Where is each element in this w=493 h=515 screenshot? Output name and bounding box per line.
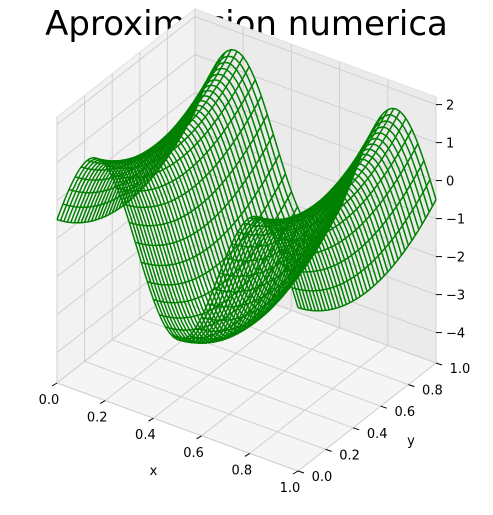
- wire-col: [207, 195, 347, 308]
- gridline-z: [56, 16, 437, 125]
- wire-col: [255, 108, 395, 221]
- wire-col: [267, 118, 407, 231]
- z-tick-label: 0: [446, 175, 454, 190]
- axis-panes: [55, 7, 438, 472]
- x-tick: [99, 400, 106, 405]
- wire-col: [225, 149, 365, 262]
- wire-col: [153, 191, 293, 304]
- wire-col: [273, 128, 413, 242]
- gridline-z: [56, 168, 437, 277]
- z-tick-label: 1: [446, 137, 454, 152]
- wire-col: [171, 226, 311, 340]
- wire-col: [92, 49, 232, 162]
- wire-col: [141, 153, 281, 267]
- y-tick: [297, 470, 305, 474]
- y-tick-label: 0.4: [367, 427, 388, 442]
- y-tick: [435, 362, 443, 366]
- y-tick-label: 0.0: [312, 470, 333, 485]
- z-tick-label: 2: [446, 99, 454, 114]
- wire-col: [285, 160, 425, 273]
- wire-col: [123, 95, 262, 209]
- y-tick-label: 0.6: [394, 405, 415, 420]
- x-tick: [292, 470, 299, 475]
- z-tick-label: −3: [446, 289, 465, 304]
- wire-col: [129, 114, 268, 227]
- wire-col: [104, 56, 244, 169]
- y-tick-label: 0.8: [422, 384, 443, 399]
- gridline-y: [139, 52, 381, 407]
- wire-col: [98, 50, 238, 164]
- wire-col: [86, 52, 226, 165]
- wire-col: [279, 143, 419, 256]
- wire-col: [195, 219, 335, 332]
- wire-col: [135, 133, 274, 247]
- y-tick: [408, 384, 415, 388]
- wire-col: [249, 109, 389, 222]
- z-tick-label: −1: [446, 213, 465, 228]
- gridline-z: [56, 206, 437, 315]
- wire-col: [159, 206, 299, 319]
- wire-col: [219, 164, 359, 277]
- x-tick: [51, 382, 58, 387]
- x-tick-label: 0.2: [87, 411, 108, 426]
- y-axis-label: y: [407, 434, 415, 449]
- wire-col: [147, 173, 287, 286]
- y-tick-label: 1.0: [450, 362, 471, 377]
- wire-col: [291, 179, 431, 292]
- y-tick-label: 0.2: [339, 448, 360, 463]
- y-tick: [380, 405, 387, 409]
- gridline-z: [56, 54, 437, 163]
- wire-col: [110, 66, 250, 179]
- gridline-y: [166, 30, 409, 386]
- x-tick-label: 0.0: [39, 393, 60, 408]
- wire-col: [213, 180, 353, 293]
- x-tick-label: 1.0: [280, 481, 301, 496]
- wire-col: [165, 218, 305, 331]
- x-tick: [196, 435, 202, 440]
- z-tick-label: −2: [446, 251, 465, 266]
- x-axis-label: x: [150, 464, 158, 479]
- wire-col: [117, 79, 256, 192]
- y-tick: [353, 427, 360, 431]
- gridline-y: [84, 95, 326, 450]
- wire-col: [201, 208, 341, 322]
- x-tick: [244, 452, 251, 457]
- x-tick-label: 0.8: [231, 463, 252, 478]
- wireframe-surface: [56, 48, 437, 345]
- gridline-z: [56, 244, 437, 353]
- wire-col: [297, 199, 437, 312]
- wire-col: [261, 110, 401, 224]
- x-tick-label: 0.6: [183, 446, 204, 461]
- z-tick-label: −4: [446, 327, 465, 342]
- axis-ticks: 0.0 0.2 0.4 0.6 0.8 1.0 0.0 0.2 0.4 0.6 0.8 1.0 2 1 0 −…: [39, 99, 471, 496]
- x-tick-label: 0.4: [135, 428, 156, 443]
- y-tick: [325, 448, 332, 452]
- x-tick: [148, 417, 154, 422]
